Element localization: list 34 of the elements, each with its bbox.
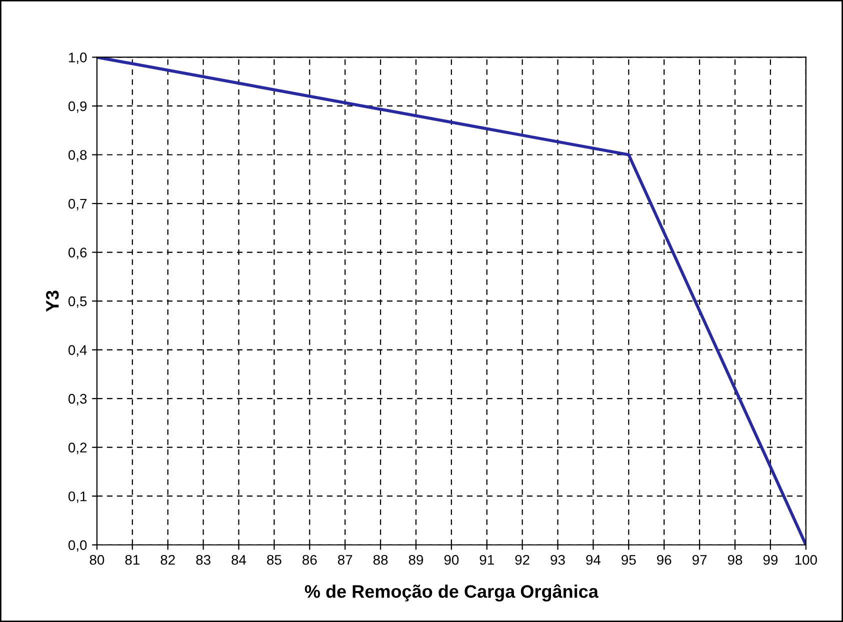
x-tick-label: 86 (302, 554, 317, 565)
x-tick-label: 100 (795, 554, 817, 565)
x-tick-label: 85 (267, 554, 282, 565)
x-tick-label: 81 (125, 554, 140, 565)
x-tick-label: 93 (550, 554, 565, 565)
x-tick-label: 95 (622, 554, 636, 565)
y-tick-label: 0,8 (68, 150, 87, 162)
x-tick-label: 88 (373, 554, 388, 565)
x-tick-label: 87 (338, 554, 352, 565)
y-tick-label: 0,1 (68, 491, 87, 503)
y-tick-label: 0,3 (68, 394, 87, 406)
x-tick-label: 82 (160, 554, 175, 565)
x-tick-label: 99 (763, 554, 778, 565)
y-tick-label: 0,0 (68, 540, 87, 552)
x-tick-label: 84 (232, 554, 246, 565)
x-tick-label: 80 (90, 554, 104, 565)
x-tick-label: 91 (480, 554, 494, 565)
x-tick-label: 92 (515, 554, 530, 565)
x-tick-label: 98 (728, 554, 742, 565)
y-tick-label: 0,5 (68, 296, 87, 308)
x-tick-label: 97 (692, 554, 707, 565)
x-tick-label: 89 (408, 554, 424, 565)
x-tick-label: 90 (444, 554, 459, 565)
y-tick-label: 0,4 (68, 345, 87, 357)
y-axis-title: Y3 (46, 290, 59, 312)
x-tick-label: 96 (657, 554, 672, 565)
y-tick-label: 0,9 (68, 101, 87, 113)
x-tick-label: 83 (196, 554, 210, 565)
y-tick-label: 0,2 (68, 442, 87, 454)
y-tick-label: 0,7 (68, 198, 87, 210)
y-tick-label: 0,6 (68, 248, 87, 260)
x-axis-title: % de Remoção de Carga Orgânica (304, 584, 599, 602)
x-tick-label: 94 (586, 554, 601, 565)
y-tick-label: 1,0 (68, 52, 87, 64)
